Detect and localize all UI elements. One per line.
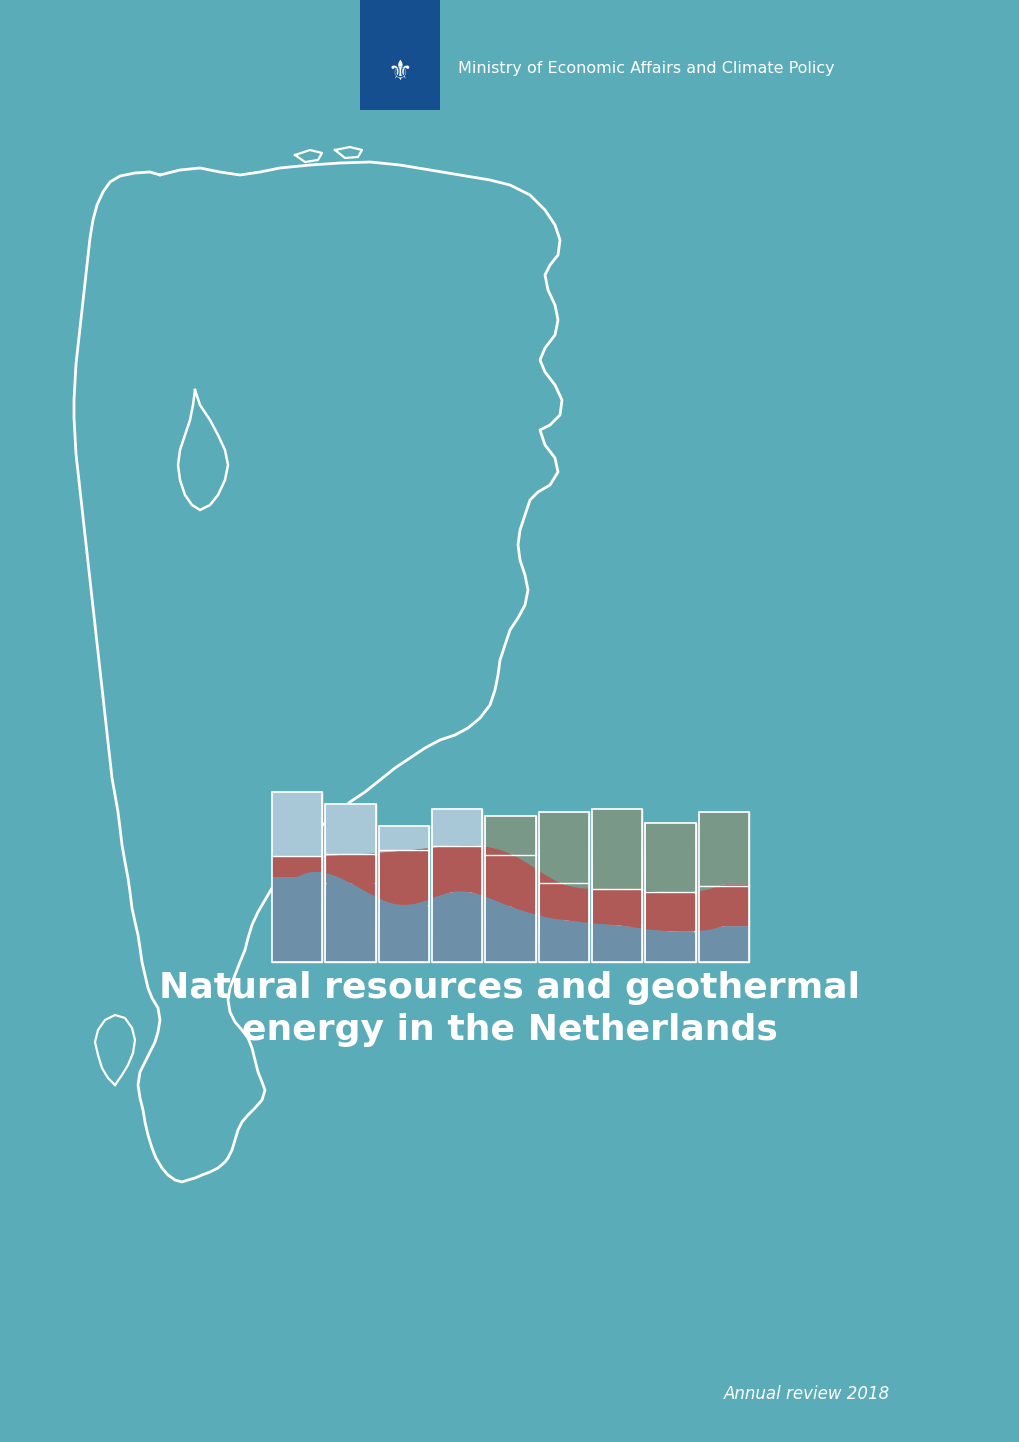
Bar (272, 792, 322, 962)
Polygon shape (538, 812, 588, 888)
Bar (432, 891, 482, 962)
Polygon shape (645, 890, 694, 932)
Polygon shape (540, 871, 588, 923)
Polygon shape (698, 812, 748, 891)
Bar (645, 932, 695, 962)
Bar (591, 809, 642, 962)
Polygon shape (645, 822, 695, 893)
Bar (325, 803, 375, 855)
Polygon shape (325, 872, 375, 962)
Polygon shape (485, 816, 535, 868)
Bar (272, 792, 322, 857)
Bar (485, 854, 535, 907)
Bar (272, 877, 322, 962)
Bar (485, 816, 535, 962)
Bar (538, 920, 588, 962)
Bar (645, 822, 695, 893)
Bar (698, 812, 748, 884)
Bar (325, 803, 375, 962)
Text: Natural resources and geothermal: Natural resources and geothermal (159, 970, 860, 1005)
Polygon shape (591, 809, 642, 890)
Bar (591, 926, 642, 962)
Polygon shape (591, 923, 642, 962)
Polygon shape (272, 855, 321, 877)
Bar (378, 851, 429, 906)
Text: energy in the Netherlands: energy in the Netherlands (242, 1012, 777, 1047)
Bar (591, 809, 642, 888)
Polygon shape (698, 926, 748, 962)
Bar (645, 822, 695, 962)
Polygon shape (325, 803, 375, 855)
Bar (432, 845, 482, 891)
Polygon shape (432, 809, 482, 848)
Text: Annual review 2018: Annual review 2018 (723, 1384, 890, 1403)
Bar (432, 809, 482, 845)
Bar (698, 812, 748, 962)
Bar (538, 812, 588, 962)
Bar (378, 906, 429, 962)
Text: ⚜: ⚜ (387, 58, 412, 87)
Bar (325, 855, 375, 883)
Polygon shape (485, 897, 535, 962)
Bar (485, 907, 535, 962)
Bar (645, 893, 695, 932)
Polygon shape (379, 848, 427, 906)
Polygon shape (326, 854, 374, 897)
Polygon shape (378, 898, 429, 962)
Polygon shape (272, 872, 322, 962)
Polygon shape (432, 845, 482, 898)
Text: Ministry of Economic Affairs and Climate Policy: Ministry of Economic Affairs and Climate… (458, 61, 834, 75)
Polygon shape (645, 929, 695, 962)
Bar (591, 888, 642, 926)
Polygon shape (378, 826, 429, 852)
Bar (272, 857, 322, 877)
Bar (538, 812, 588, 884)
Polygon shape (432, 891, 482, 962)
Bar (538, 884, 588, 920)
Bar (378, 826, 429, 851)
Polygon shape (538, 916, 588, 962)
Bar (378, 826, 429, 962)
Polygon shape (272, 792, 322, 857)
Bar (325, 883, 375, 962)
Bar (432, 809, 482, 962)
Bar (698, 926, 748, 962)
Polygon shape (592, 888, 641, 929)
Polygon shape (485, 846, 535, 914)
Polygon shape (698, 884, 748, 932)
Bar (360, 0, 439, 110)
Bar (485, 816, 535, 854)
Bar (698, 884, 748, 926)
